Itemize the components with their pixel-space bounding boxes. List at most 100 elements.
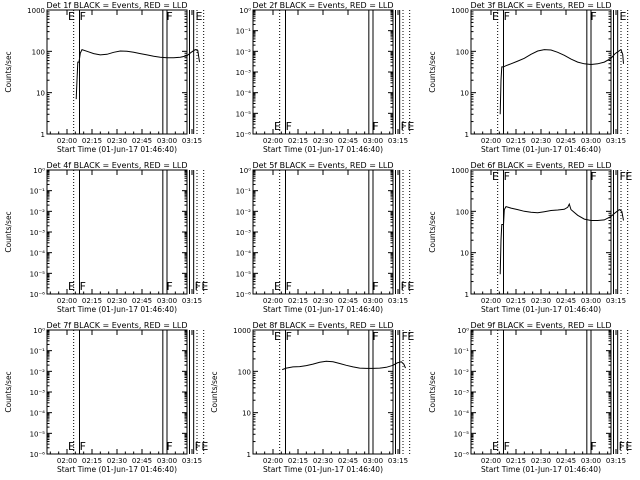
x-tick-label: 03:15 xyxy=(388,457,408,465)
series-line-1 xyxy=(282,360,406,371)
flag-label: F xyxy=(166,10,172,23)
flag-label: E xyxy=(68,440,75,453)
plot-frame xyxy=(46,169,188,295)
y-tick-label: 10⁻⁶ xyxy=(236,131,252,139)
x-tick-label: 03:00 xyxy=(581,137,601,145)
x-tick-label: 02:15 xyxy=(288,297,308,305)
plot-frame xyxy=(46,329,188,455)
y-tick-label: 10⁰ xyxy=(239,7,251,15)
flag-label: F xyxy=(504,440,510,453)
flag-label: F xyxy=(80,10,86,23)
y-tick-label: 100 xyxy=(456,48,469,56)
y-tick-label: 1000 xyxy=(451,167,469,175)
x-tick-label: 02:30 xyxy=(107,137,127,145)
y-tick-label: 1 xyxy=(465,291,469,299)
y-tick-label: 10⁻⁵ xyxy=(236,270,252,278)
x-tick-label: 02:30 xyxy=(531,457,551,465)
flag-label: F xyxy=(401,280,407,293)
x-tick-label: 02:15 xyxy=(506,297,526,305)
flag-label: E xyxy=(68,280,75,293)
flag-label: F xyxy=(504,10,510,23)
flag-label: F xyxy=(195,280,201,293)
y-axis-label: Counts/sec xyxy=(4,211,13,252)
chart-title: Det 5f BLACK = Events, RED = LLD xyxy=(252,161,393,170)
y-tick-label: 10⁻³ xyxy=(30,229,46,237)
y-axis-label: Counts/sec xyxy=(428,371,437,412)
x-tick-label: 02:45 xyxy=(338,457,358,465)
x-tick-label: 02:15 xyxy=(506,457,526,465)
y-tick-label: 10⁻¹ xyxy=(236,28,252,36)
x-tick-label: 03:00 xyxy=(363,137,383,145)
series-line-1 xyxy=(499,48,624,115)
x-axis-label: Start Time (01-Jun-17 01:46:40) xyxy=(57,145,177,154)
flag-label: E xyxy=(274,120,281,133)
y-tick-label: 10⁻³ xyxy=(236,69,252,77)
flag-label: E xyxy=(274,280,281,293)
flag-label: F xyxy=(286,330,292,343)
y-tick-label: 10 xyxy=(242,410,251,418)
y-tick-label: 10⁻⁵ xyxy=(30,430,46,438)
y-tick-label: 1000 xyxy=(233,327,251,335)
x-tick-label: 02:00 xyxy=(57,457,77,465)
y-tick-label: 10⁻¹ xyxy=(30,348,46,356)
flag-label: F xyxy=(402,330,408,343)
flag-label: E xyxy=(620,10,627,23)
y-tick-label: 10⁻⁶ xyxy=(454,451,470,459)
x-tick-label: 02:15 xyxy=(506,137,526,145)
x-tick-label: 02:30 xyxy=(313,297,333,305)
y-axis-label: Counts/sec xyxy=(428,51,437,92)
x-tick-label: 03:15 xyxy=(182,457,202,465)
x-tick-label: 02:30 xyxy=(531,297,551,305)
y-tick-label: 1 xyxy=(465,131,469,139)
y-tick-label: 10⁻⁴ xyxy=(30,410,46,418)
x-tick-label: 02:45 xyxy=(132,137,152,145)
flag-label: F xyxy=(372,330,378,343)
plot-frame xyxy=(252,169,394,295)
chart-title: Det 1f BLACK = Events, RED = LLD xyxy=(46,1,187,10)
y-tick-label: 10⁻² xyxy=(30,368,46,376)
x-tick-label: 03:15 xyxy=(606,137,626,145)
x-axis-label: Start Time (01-Jun-17 01:46:40) xyxy=(57,305,177,314)
flag-label: E xyxy=(68,10,75,23)
x-tick-label: 02:15 xyxy=(288,457,308,465)
y-tick-label: 10 xyxy=(460,250,469,258)
flag-label: F xyxy=(620,170,626,183)
flag-label: F xyxy=(619,440,625,453)
y-tick-label: 10⁻³ xyxy=(236,229,252,237)
flag-label: F xyxy=(401,120,407,133)
flag-label: F xyxy=(286,280,292,293)
x-tick-label: 02:15 xyxy=(82,137,102,145)
x-axis-label: Start Time (01-Jun-17 01:46:40) xyxy=(57,465,177,474)
flag-label: E xyxy=(201,280,208,293)
y-axis-label: Counts/sec xyxy=(428,211,437,252)
chart-title: Det 4f BLACK = Events, RED = LLD xyxy=(46,161,187,170)
y-tick-label: 10⁻⁶ xyxy=(236,291,252,299)
y-axis-label: Counts/sec xyxy=(210,371,219,412)
x-tick-label: 02:15 xyxy=(82,457,102,465)
y-tick-label: 1 xyxy=(247,451,251,459)
flag-label: E xyxy=(201,440,208,453)
y-tick-label: 10⁻³ xyxy=(30,389,46,397)
flag-label: E xyxy=(407,280,414,293)
x-tick-label: 02:00 xyxy=(481,137,501,145)
x-axis-label: Start Time (01-Jun-17 01:46:40) xyxy=(481,145,601,154)
x-tick-label: 02:30 xyxy=(107,457,127,465)
y-tick-label: 100 xyxy=(32,48,45,56)
y-tick-label: 10⁻³ xyxy=(454,389,470,397)
x-tick-label: 03:00 xyxy=(363,297,383,305)
flag-label: F xyxy=(80,440,86,453)
x-tick-label: 02:45 xyxy=(132,297,152,305)
y-tick-label: 1000 xyxy=(451,7,469,15)
flag-label: F xyxy=(166,440,172,453)
chart-panel-5: Det 5f BLACK = Events, RED = LLD 10⁻⁶ 10⁻⁵… xyxy=(236,161,415,314)
flag-label: E xyxy=(625,170,632,183)
x-tick-label: 02:30 xyxy=(107,297,127,305)
chart-title: Det 3f BLACK = Events, RED = LLD xyxy=(470,1,611,10)
x-tick-label: 03:15 xyxy=(182,137,202,145)
flag-label: F xyxy=(372,280,378,293)
chart-panel-7: Det 7f BLACK = Events, RED = LLD 10⁻⁶ 10⁻⁵… xyxy=(4,321,208,474)
flag-label: E xyxy=(407,330,414,343)
x-tick-label: 02:30 xyxy=(531,137,551,145)
y-tick-label: 10⁻⁶ xyxy=(30,291,46,299)
x-tick-label: 02:45 xyxy=(556,457,576,465)
